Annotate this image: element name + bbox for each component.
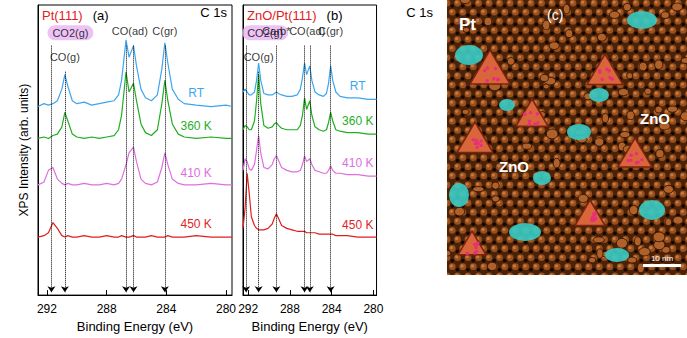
svg-text:Pt(111): Pt(111)	[42, 8, 83, 23]
svg-text:CO(ad): CO(ad)	[112, 25, 148, 37]
svg-text:280: 280	[216, 302, 236, 316]
svg-text:ZnO/Pt(111): ZnO/Pt(111)	[247, 8, 317, 23]
svg-text:292: 292	[238, 302, 258, 316]
svg-text:RT: RT	[350, 79, 366, 93]
svg-text:410 K: 410 K	[181, 166, 212, 180]
svg-text:XPS Intensity (arb. units): XPS Intensity (arb. units)	[17, 84, 31, 217]
svg-text:450 K: 450 K	[181, 217, 212, 231]
svg-text:280: 280	[363, 302, 383, 316]
svg-text:288: 288	[97, 302, 117, 316]
svg-text:(b): (b)	[327, 8, 343, 23]
svg-text:292: 292	[37, 302, 57, 316]
svg-text:Binding Energy (eV): Binding Energy (eV)	[77, 319, 193, 334]
svg-text:10 nm: 10 nm	[651, 254, 674, 263]
svg-text:CO(g): CO(g)	[244, 51, 274, 63]
svg-text:C 1s: C 1s	[406, 5, 433, 20]
svg-text:RT: RT	[188, 86, 204, 100]
svg-text:(c): (c)	[547, 7, 563, 23]
svg-text:Carb*: Carb*	[262, 25, 291, 37]
svg-text:ZnO: ZnO	[640, 110, 670, 127]
svg-text:ZnO: ZnO	[499, 158, 529, 175]
svg-text:450 K: 450 K	[342, 218, 373, 232]
svg-text:CO(g): CO(g)	[50, 51, 80, 63]
svg-text:C(gr): C(gr)	[152, 25, 177, 37]
svg-text:(a): (a)	[93, 8, 109, 23]
svg-text:410 K: 410 K	[342, 156, 373, 170]
svg-text:Binding Energy (eV): Binding Energy (eV)	[252, 319, 368, 334]
svg-text:360 K: 360 K	[342, 114, 373, 128]
svg-text:284: 284	[156, 302, 176, 316]
svg-text:C 1s: C 1s	[200, 5, 227, 20]
svg-text:C(gr): C(gr)	[318, 25, 343, 37]
svg-text:360 K: 360 K	[181, 119, 212, 133]
svg-text:288: 288	[280, 302, 300, 316]
svg-text:284: 284	[322, 302, 342, 316]
svg-text:CO2(g): CO2(g)	[52, 27, 88, 39]
svg-text:CO(ad): CO(ad)	[289, 24, 326, 37]
svg-text:Pt: Pt	[459, 15, 476, 34]
